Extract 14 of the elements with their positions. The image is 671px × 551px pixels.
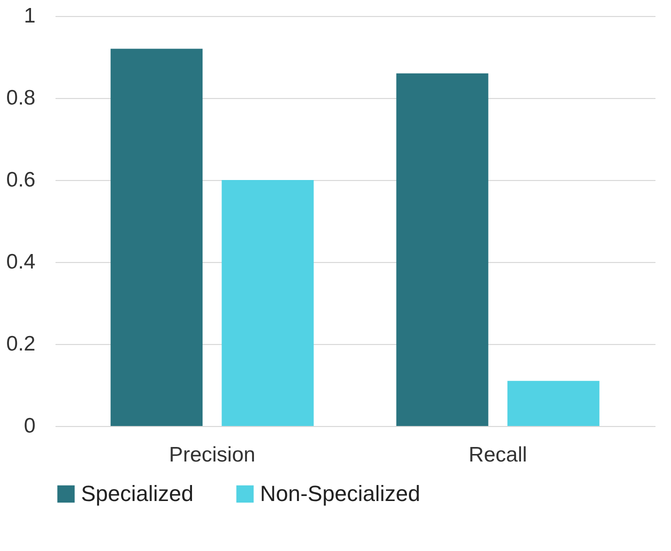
y-tick-label: 0.2 xyxy=(6,332,36,356)
y-tick-label: 1 xyxy=(24,4,36,28)
y-tick-label: 0.6 xyxy=(6,168,36,192)
legend-label: Non-Specialized xyxy=(260,481,420,506)
legend-label: Specialized xyxy=(81,481,194,506)
y-tick-label: 0.4 xyxy=(6,250,36,274)
x-tick-label: Precision xyxy=(168,444,256,466)
y-tick-label: 0 xyxy=(24,414,36,438)
bar xyxy=(507,380,600,426)
y-tick-label: 0.8 xyxy=(6,86,36,110)
bar xyxy=(222,180,314,426)
bar xyxy=(396,73,488,426)
x-tick-label: Recall xyxy=(468,444,528,466)
bar xyxy=(110,48,203,426)
